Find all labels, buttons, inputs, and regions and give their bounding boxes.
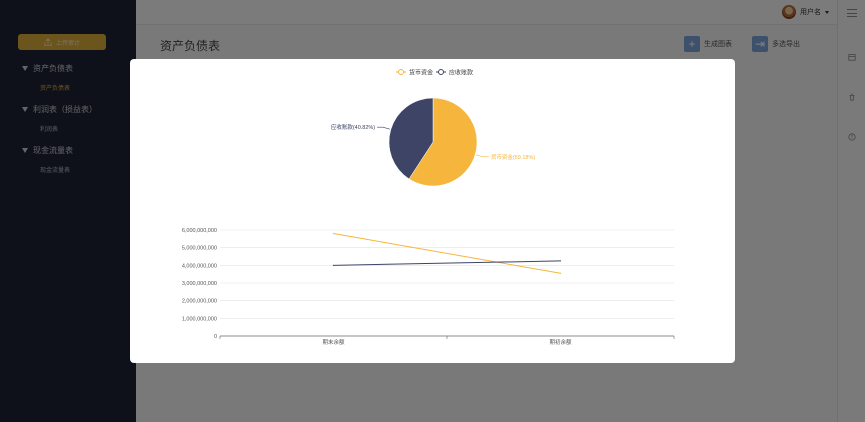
y-tick-label: 3,000,000,000 [182, 281, 217, 287]
y-tick-label: 0 [214, 334, 217, 340]
y-tick-label: 1,000,000,000 [182, 316, 217, 322]
pie-chart: 货币资金(59.18%) 应收账款(40.82%) [331, 97, 535, 187]
line-point[interactable] [559, 260, 562, 262]
x-tick-label: 期初余额 [549, 338, 572, 346]
legend-label: 货币资金 [409, 69, 433, 77]
line-point[interactable] [559, 272, 562, 274]
chart-dialog: 货币资金 应收账款 货币资金(59.18%) 应收账款(40.82%) 0 1,00… [130, 59, 735, 363]
line-series-1[interactable] [333, 233, 561, 274]
y-tick-label: 4,000,000,000 [182, 263, 217, 269]
pie-slice-1[interactable] [408, 97, 478, 187]
line-point[interactable] [332, 264, 335, 266]
charts-canvas: 货币资金 应收账款 货币资金(59.18%) 应收账款(40.82%) 0 1,00… [182, 69, 675, 346]
pie-label-line [476, 154, 489, 158]
legend-item-series1[interactable]: 货币资金 [396, 69, 433, 77]
legend-item-series2[interactable]: 应收账款 [436, 69, 473, 77]
line-point[interactable] [332, 232, 335, 235]
x-tick-label: 期末余额 [322, 338, 345, 346]
pie-slice-2[interactable] [388, 97, 434, 180]
pie-slice-label: 应收账款(40.82%) [331, 123, 375, 131]
pie-label-line [377, 126, 390, 130]
legend-label: 应收账款 [449, 69, 473, 77]
line-chart: 0 1,000,000,000 2,000,000,000 3,000,000,000… [182, 228, 675, 346]
legend[interactable]: 货币资金 应收账款 [396, 69, 473, 77]
pie-slice-label: 货币资金(59.18%) [491, 153, 535, 161]
line-series-2[interactable] [333, 260, 561, 266]
y-tick-label: 6,000,000,000 [182, 228, 217, 234]
y-tick-label: 5,000,000,000 [182, 246, 217, 252]
y-tick-label: 2,000,000,000 [182, 299, 217, 305]
